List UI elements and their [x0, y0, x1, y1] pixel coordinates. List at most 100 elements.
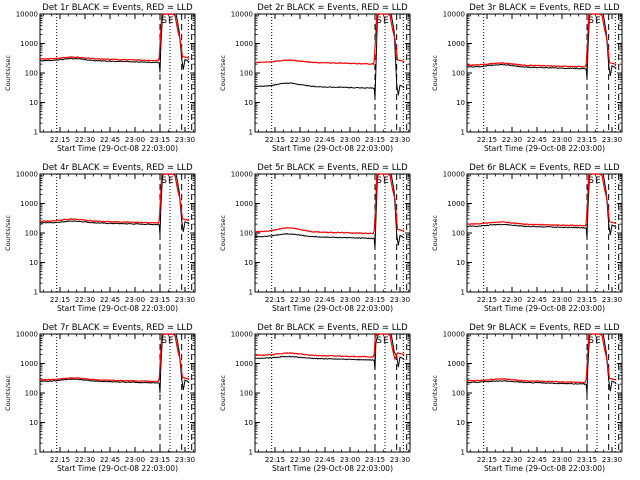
x-tick-label: 23:00	[340, 456, 360, 464]
plot-frame	[466, 333, 623, 453]
y-tick-label: 1000	[235, 200, 253, 208]
y-axis-label: Counts/sec	[4, 215, 12, 251]
y-tick-label: 1000	[20, 360, 38, 368]
x-tick-label: 23:30	[390, 296, 410, 304]
plot-frame	[39, 173, 196, 293]
x-tick-label: 23:00	[125, 136, 145, 144]
panel-title: Det 3r BLACK = Events, RED = LLD	[469, 3, 620, 13]
y-tick-label: 1	[34, 129, 38, 137]
x-tick-label: 23:15	[150, 136, 170, 144]
y-tick-label: 10000	[443, 11, 465, 19]
marker-e: E	[168, 16, 174, 26]
series-lld-line	[39, 13, 190, 62]
x-axis-label: Start Time (29-Oct-08 22:03:00)	[57, 144, 178, 153]
x-tick-label: 22:15	[50, 296, 70, 304]
y-tick-label: 100	[240, 390, 253, 398]
x-tick-label: 23:15	[365, 456, 385, 464]
x-tick-label: 23:30	[602, 456, 622, 464]
y-tick-label: 10	[29, 259, 38, 267]
y-tick-label: 10	[244, 99, 253, 107]
y-tick-label: 1	[34, 289, 38, 297]
series-lld-line	[254, 332, 405, 362]
x-tick-label: 22:45	[315, 296, 335, 304]
y-tick-label: 100	[25, 390, 38, 398]
marker-s: S	[161, 16, 167, 26]
marker-s: S	[376, 176, 382, 186]
y-axis-label: Counts/sec	[431, 215, 439, 251]
x-axis-label: Start Time (29-Oct-08 22:03:00)	[484, 304, 605, 313]
plot-frame	[39, 333, 196, 453]
x-tick-label: 22:30	[290, 456, 310, 464]
series-events-line	[39, 13, 190, 73]
y-axis-label: Counts/sec	[219, 55, 227, 91]
panel-title: Det 1r BLACK = Events, RED = LLD	[42, 3, 193, 13]
x-tick-label: 22:15	[50, 136, 70, 144]
y-tick-label: 1000	[447, 40, 465, 48]
panel-title: Det 7r BLACK = Events, RED = LLD	[42, 323, 193, 333]
x-tick-label: 23:15	[365, 296, 385, 304]
x-tick-label: 23:30	[175, 456, 195, 464]
y-axis-label: Counts/sec	[4, 55, 12, 91]
panel-2: Det 2r BLACK = Events, RED = LLD 1 10 100 10…	[219, 3, 411, 153]
panel-1: Det 1r BLACK = Events, RED = LLD 1 10 100 10…	[4, 3, 196, 153]
series-events-line	[39, 333, 190, 394]
plot-frame	[466, 173, 623, 293]
marker-e: E	[168, 336, 174, 346]
x-axis-label: Start Time (29-Oct-08 22:03:00)	[272, 304, 393, 313]
x-axis-label: Start Time (29-Oct-08 22:03:00)	[484, 144, 605, 153]
marker-s: S	[588, 176, 594, 186]
x-axis-label: Start Time (29-Oct-08 22:03:00)	[57, 464, 178, 473]
x-tick-label: 22:15	[265, 456, 285, 464]
y-tick-label: 10000	[16, 11, 38, 19]
y-tick-label: 10	[244, 259, 253, 267]
y-tick-label: 1	[461, 129, 465, 137]
y-tick-label: 1000	[447, 200, 465, 208]
x-tick-label: 23:00	[552, 456, 572, 464]
y-tick-label: 10	[456, 419, 465, 427]
x-tick-label: 23:15	[577, 136, 597, 144]
x-tick-label: 22:30	[502, 296, 522, 304]
y-tick-label: 10000	[231, 11, 253, 19]
y-tick-label: 10000	[443, 171, 465, 179]
x-tick-label: 22:45	[100, 136, 120, 144]
panel-title: Det 5r BLACK = Events, RED = LLD	[257, 163, 408, 173]
y-tick-label: 1	[249, 289, 253, 297]
series-events-line	[254, 13, 405, 99]
x-tick-label: 23:30	[390, 456, 410, 464]
y-tick-label: 1	[249, 129, 253, 137]
y-axis-label: Counts/sec	[431, 55, 439, 91]
series-lld-line	[466, 13, 617, 68]
series-events-line	[467, 333, 617, 395]
y-tick-label: 10000	[231, 171, 253, 179]
y-axis-label: Counts/sec	[4, 375, 12, 411]
x-tick-label: 23:30	[175, 136, 195, 144]
x-tick-label: 22:45	[527, 456, 547, 464]
x-tick-label: 22:15	[477, 296, 497, 304]
x-tick-label: 22:45	[100, 456, 120, 464]
x-tick-label: 23:30	[390, 136, 410, 144]
marker-s: S	[588, 16, 594, 26]
panel-title: Det 2r BLACK = Events, RED = LLD	[257, 3, 408, 13]
y-tick-label: 10000	[16, 331, 38, 339]
y-axis-label: Counts/sec	[431, 375, 439, 411]
marker-s: S	[376, 16, 382, 26]
x-tick-label: 22:45	[527, 136, 547, 144]
x-tick-label: 22:15	[477, 456, 497, 464]
y-tick-label: 1000	[20, 200, 38, 208]
x-tick-label: 23:15	[577, 296, 597, 304]
y-tick-label: 10	[29, 419, 38, 427]
marker-e: E	[168, 176, 174, 186]
series-events-line	[39, 173, 190, 235]
x-tick-label: 23:00	[552, 296, 572, 304]
y-tick-label: 1	[34, 449, 38, 457]
x-tick-label: 22:45	[527, 296, 547, 304]
y-tick-label: 10	[456, 99, 465, 107]
x-axis-label: Start Time (29-Oct-08 22:03:00)	[272, 464, 393, 473]
y-tick-label: 1	[249, 449, 253, 457]
plot-frame	[39, 13, 196, 133]
y-tick-label: 100	[452, 390, 465, 398]
x-tick-label: 22:15	[265, 136, 285, 144]
y-tick-label: 10	[29, 99, 38, 107]
marker-e: E	[383, 176, 389, 186]
